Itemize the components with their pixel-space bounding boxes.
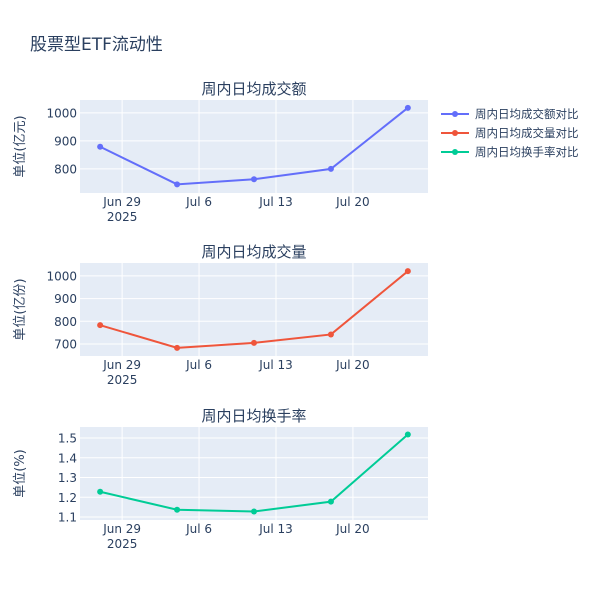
- y-tick-label: 1000: [46, 106, 77, 120]
- data-point: [327, 498, 334, 505]
- data-point: [327, 331, 334, 338]
- x-tick-label: Jul 6: [185, 522, 212, 536]
- data-point: [174, 506, 181, 513]
- data-point: [404, 104, 411, 111]
- y-tick-label: 700: [54, 337, 77, 351]
- x-tick-label: Jul 13: [258, 358, 293, 372]
- data-point: [174, 181, 181, 188]
- y-axis-title: 单位(亿元): [13, 115, 28, 177]
- y-axis-title: 单位(%): [13, 449, 28, 498]
- y-tick-label: 1.5: [58, 432, 77, 446]
- figure-title: 股票型ETF流动性: [30, 35, 163, 55]
- legend-swatch-marker: [452, 149, 458, 155]
- y-tick-label: 1.2: [58, 491, 77, 505]
- y-tick-label: 1000: [46, 269, 77, 283]
- subplot-title: 周内日均换手率: [201, 407, 306, 425]
- subplot-title: 周内日均成交额: [201, 80, 306, 98]
- data-point: [174, 344, 181, 351]
- legend-entry: 周内日均换手率对比: [475, 145, 579, 159]
- x-tick-label: Jul 13: [258, 522, 293, 536]
- y-tick-label: 900: [54, 292, 77, 306]
- data-point: [251, 339, 257, 346]
- y-axis-title: 单位(亿份): [13, 278, 28, 340]
- x-tick-label: Jun 29: [102, 522, 141, 536]
- data-point: [97, 143, 104, 150]
- data-point: [251, 176, 257, 183]
- x-tick-year-label: 2025: [107, 537, 138, 551]
- legend-entry: 周内日均成交额对比: [475, 107, 579, 121]
- data-point: [404, 268, 411, 275]
- x-tick-label: Jun 29: [102, 358, 141, 372]
- x-tick-label: Jul 20: [335, 358, 370, 372]
- legend-swatch-marker: [452, 111, 458, 117]
- y-tick-label: 1.3: [58, 471, 77, 485]
- x-tick-label: Jul 20: [335, 195, 370, 209]
- subplot-title: 周内日均成交量: [201, 243, 306, 261]
- data-point: [97, 488, 104, 495]
- plot-area: [80, 427, 428, 520]
- x-tick-label: Jul 20: [335, 522, 370, 536]
- data-point: [404, 431, 411, 438]
- y-tick-label: 900: [54, 134, 77, 148]
- data-point: [251, 508, 257, 515]
- legend-entry: 周内日均成交量对比: [475, 126, 579, 140]
- x-tick-label: Jul 6: [185, 358, 212, 372]
- x-tick-label: Jun 29: [102, 195, 141, 209]
- x-tick-year-label: 2025: [107, 373, 138, 387]
- x-tick-label: Jul 6: [185, 195, 212, 209]
- y-tick-label: 1.4: [58, 451, 77, 465]
- legend-swatch-marker: [452, 130, 458, 136]
- data-point: [97, 322, 104, 329]
- y-tick-label: 800: [54, 162, 77, 176]
- x-tick-year-label: 2025: [107, 210, 138, 224]
- y-tick-label: 1.1: [58, 511, 77, 525]
- data-point: [327, 165, 334, 172]
- x-tick-label: Jul 13: [258, 195, 293, 209]
- y-tick-label: 800: [54, 315, 77, 329]
